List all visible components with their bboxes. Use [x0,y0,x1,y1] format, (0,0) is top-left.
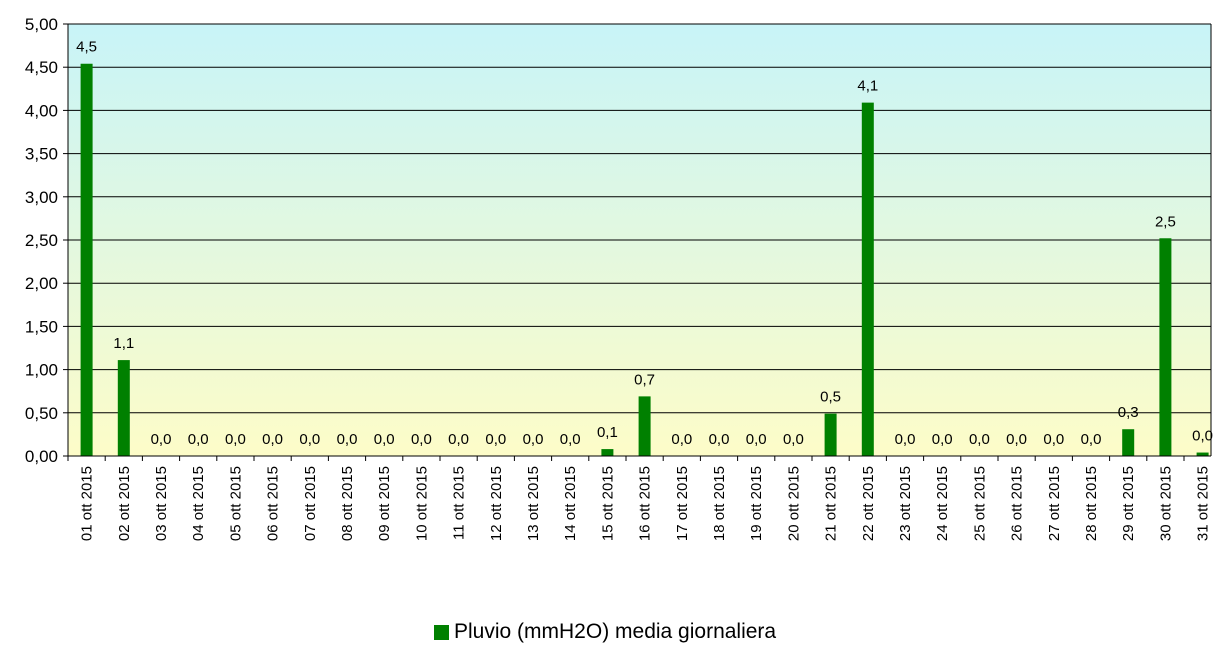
data-label: 0,0 [299,431,320,448]
legend-swatch [434,624,449,640]
x-tick-label: 04 ott 2015 [190,466,207,541]
x-tick-label: 25 ott 2015 [971,466,988,541]
data-label: 0,0 [1006,431,1027,448]
y-tick-label: 0,00 [25,447,58,466]
data-label: 0,0 [337,431,358,448]
data-label: 0,0 [188,431,209,448]
data-label: 0,0 [1043,431,1064,448]
data-label: 0,0 [969,431,990,448]
y-tick-label: 5,00 [25,15,58,34]
bar [601,449,614,456]
data-label: 0,0 [671,431,692,448]
x-tick-label: 31 ott 2015 [1195,466,1212,541]
x-tick-label: 28 ott 2015 [1083,466,1100,541]
x-tick-label: 12 ott 2015 [488,466,505,541]
legend-label: Pluvio (mmH2O) media giornaliera [454,620,777,643]
x-tick-label: 23 ott 2015 [897,466,914,541]
x-tick-label: 30 ott 2015 [1157,466,1174,541]
y-tick-label: 3,00 [25,188,58,207]
data-label: 0,0 [560,431,581,448]
y-tick-label: 2,50 [25,231,58,250]
x-tick-label: 11 ott 2015 [451,466,468,540]
x-tick-label: 06 ott 2015 [265,466,282,541]
x-tick-label: 14 ott 2015 [562,466,579,541]
bar [1122,429,1135,456]
y-tick-label: 0,50 [25,404,58,423]
data-label: 0,3 [1118,404,1139,421]
data-label: 0,7 [634,371,655,388]
y-tick-label: 1,00 [25,361,58,380]
x-tick-label: 10 ott 2015 [413,466,430,541]
data-label: 0,0 [746,431,767,448]
bar [117,360,130,456]
bar [1196,452,1209,456]
data-label: 0,0 [895,431,916,448]
x-tick-label: 15 ott 2015 [599,466,616,541]
data-label: 0,1 [597,424,618,441]
x-tick-label: 05 ott 2015 [227,466,244,541]
data-label: 0,0 [448,431,469,448]
x-tick-label: 01 ott 2015 [79,466,96,541]
y-tick-label: 2,00 [25,274,58,293]
data-label: 0,0 [262,431,283,448]
data-label: 0,0 [523,431,544,448]
data-label: 0,0 [709,431,730,448]
x-tick-label: 09 ott 2015 [376,466,393,541]
x-tick-label: 07 ott 2015 [302,466,319,541]
y-tick-label: 4,00 [25,101,58,120]
x-tick-label: 21 ott 2015 [823,466,840,541]
data-label: 4,5 [76,39,97,56]
x-tick-label: 27 ott 2015 [1046,466,1063,541]
x-tick-label: 22 ott 2015 [860,466,877,541]
data-label: 0,0 [411,431,432,448]
y-tick-label: 4,50 [25,58,58,77]
data-label: 0,0 [932,431,953,448]
x-tick-label: 18 ott 2015 [711,466,728,541]
bar [861,102,874,457]
x-tick-label: 29 ott 2015 [1120,466,1137,541]
data-label: 2,5 [1155,213,1176,230]
bar [80,63,93,457]
data-label: 0,0 [1192,428,1213,445]
data-label: 0,0 [225,431,246,448]
y-tick-label: 3,50 [25,145,58,164]
data-label: 1,1 [113,335,134,352]
data-label: 0,0 [151,431,172,448]
bar [638,396,651,456]
x-tick-label: 03 ott 2015 [153,466,170,541]
legend: Pluvio (mmH2O) media giornaliera [434,620,776,644]
x-tick-label: 17 ott 2015 [674,466,691,541]
x-tick-label: 20 ott 2015 [785,466,802,541]
x-tick-label: 08 ott 2015 [339,466,356,541]
data-label: 0,5 [820,389,841,406]
x-tick-label: 02 ott 2015 [116,466,133,541]
bar [824,413,837,456]
x-tick-label: 13 ott 2015 [525,466,542,541]
data-label: 0,0 [374,431,395,448]
data-label: 0,0 [783,431,804,448]
x-tick-label: 24 ott 2015 [934,466,951,541]
y-tick-label: 1,50 [25,317,58,336]
data-label: 0,0 [1081,431,1102,448]
data-label: 0,0 [485,431,506,448]
data-label: 4,1 [857,78,878,95]
x-tick-label: 26 ott 2015 [1009,466,1026,541]
bar [1159,238,1172,456]
x-tick-label: 19 ott 2015 [748,466,765,541]
x-tick-label: 16 ott 2015 [637,466,654,541]
